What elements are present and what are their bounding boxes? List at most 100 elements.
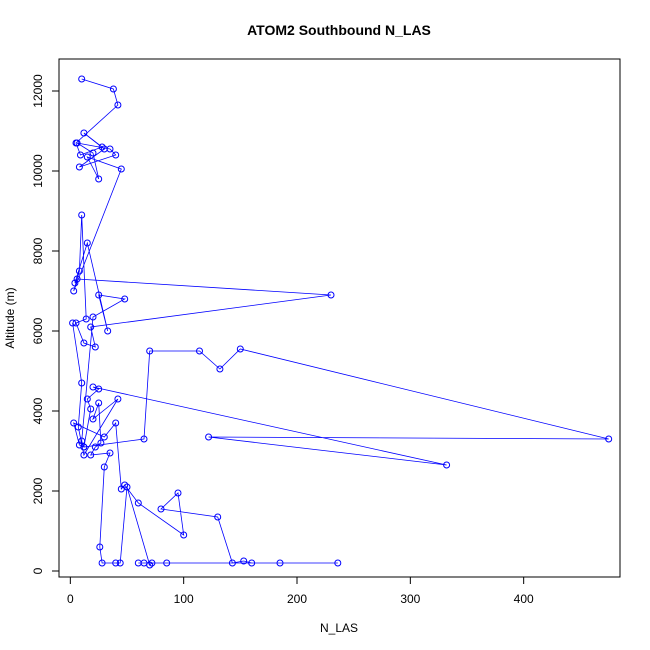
data-point: [95, 385, 103, 393]
data-point: [248, 559, 256, 567]
data-point: [78, 437, 86, 445]
data-point: [95, 291, 103, 299]
data-point: [82, 315, 90, 323]
plot-frame: [58, 58, 621, 578]
data-point: [95, 175, 103, 183]
data-point: [327, 291, 335, 299]
data-point: [80, 451, 88, 459]
data-point: [104, 327, 112, 335]
y-tick-label: 4000: [31, 397, 45, 424]
data-point: [100, 463, 108, 471]
data-point: [80, 129, 88, 137]
data-point: [276, 559, 284, 567]
x-tick-label: 400: [514, 592, 534, 606]
x-tick-label: 0: [67, 592, 74, 606]
data-point: [196, 347, 203, 355]
y-tick-label: 0: [31, 567, 45, 574]
y-tick-label: 10000: [31, 154, 45, 188]
data-point: [98, 559, 106, 567]
data-point: [98, 143, 106, 151]
data-point: [70, 419, 78, 427]
data-point: [121, 295, 129, 303]
data-point: [80, 443, 88, 451]
data-point: [75, 267, 83, 275]
data-point: [77, 151, 84, 159]
data-point: [121, 481, 129, 489]
y-tick-label: 8000: [31, 237, 45, 264]
chart-title: ATOM2 Southbound N_LAS: [247, 22, 431, 38]
data-point: [87, 323, 95, 331]
data-point: [95, 399, 103, 407]
series-points: [69, 75, 613, 569]
data-point: [69, 319, 77, 327]
data-point: [78, 211, 86, 219]
data-point: [117, 165, 125, 173]
data-point: [74, 423, 82, 431]
data-point: [112, 559, 120, 567]
data-point: [78, 75, 86, 83]
data-point: [134, 559, 142, 567]
data-point: [73, 139, 81, 147]
data-point: [605, 435, 613, 443]
data-point: [114, 395, 122, 403]
data-point: [134, 499, 142, 507]
data-point: [163, 559, 171, 567]
data-point: [97, 439, 105, 447]
y-axis: 0 2000 4000 6000 8000 10000 12000: [31, 74, 60, 574]
data-point: [100, 433, 108, 441]
data-point: [78, 379, 86, 387]
data-point: [236, 345, 244, 353]
data-point: [72, 319, 80, 327]
data-point: [214, 513, 222, 521]
data-point: [83, 153, 91, 161]
data-point: [71, 279, 79, 287]
data-point: [96, 543, 104, 551]
data-point: [70, 287, 78, 295]
data-point: [87, 451, 95, 459]
data-point: [146, 561, 154, 569]
data-point: [106, 145, 114, 153]
x-tick-label: 200: [287, 592, 307, 606]
x-axis-label: N_LAS: [320, 621, 358, 635]
data-point: [157, 505, 165, 513]
data-point: [89, 415, 97, 423]
data-point: [148, 559, 156, 567]
data-point: [174, 489, 182, 497]
data-point: [146, 347, 154, 355]
data-point: [114, 101, 122, 109]
data-point: [240, 557, 248, 565]
data-point: [140, 435, 148, 443]
data-point: [112, 151, 120, 159]
x-axis: 0 100 200 300 400: [67, 576, 534, 606]
data-point: [443, 461, 451, 469]
data-point: [228, 559, 236, 567]
data-point: [109, 85, 117, 93]
data-point: [112, 419, 120, 427]
x-tick-label: 300: [400, 592, 420, 606]
x-tick-label: 100: [174, 592, 194, 606]
data-point: [116, 559, 124, 567]
data-point: [89, 149, 97, 157]
data-point: [87, 405, 95, 413]
data-point: [89, 313, 97, 321]
data-point: [83, 395, 91, 403]
y-tick-label: 2000: [31, 477, 45, 504]
data-point: [91, 443, 99, 451]
data-point: [106, 449, 114, 457]
data-point: [205, 433, 213, 441]
data-point: [80, 339, 88, 347]
series-line: [72, 78, 609, 566]
data-point: [83, 239, 91, 247]
data-point: [91, 343, 99, 351]
data-point: [75, 163, 83, 171]
data-point: [180, 531, 188, 539]
y-axis-label: Altitude (m): [3, 287, 17, 348]
y-tick-label: 12000: [31, 74, 45, 108]
data-point: [123, 483, 131, 491]
data-point: [216, 365, 224, 373]
data-point: [75, 441, 83, 449]
data-point: [73, 275, 81, 283]
y-tick-label: 6000: [31, 317, 45, 344]
data-point: [334, 559, 342, 567]
